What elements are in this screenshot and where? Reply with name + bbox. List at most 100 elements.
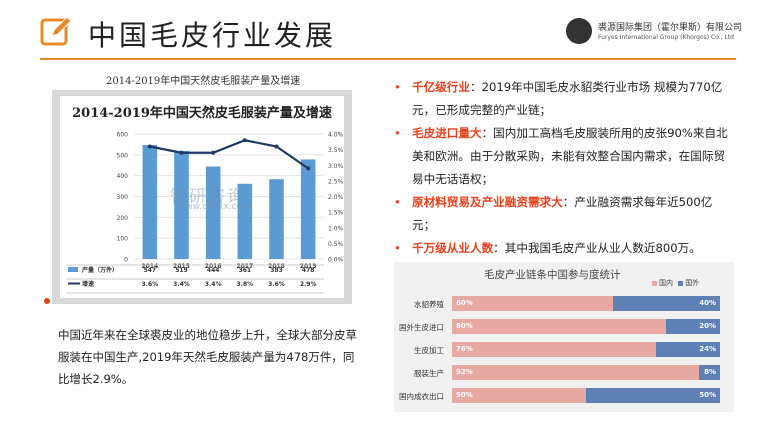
y-tick-label-left: 500 xyxy=(117,152,129,159)
bar-segment-domestic xyxy=(452,342,656,357)
growth-point xyxy=(147,144,152,149)
bar xyxy=(174,150,189,259)
bullet-key: 千亿级行业 xyxy=(412,80,470,94)
bar-label-domestic: 60% xyxy=(456,299,473,307)
panel-legend: 国内 国外 xyxy=(652,278,699,288)
bar xyxy=(205,166,221,259)
bullet-item: • 千万级从业人数：其中我国毛皮产业从业人数近800万。 xyxy=(394,237,734,260)
growth-point xyxy=(306,166,311,171)
table-cell: 444 xyxy=(207,267,220,274)
table-cell: 383 xyxy=(270,267,283,274)
table-cell: 519 xyxy=(175,267,188,274)
x-tick-label: 2014 xyxy=(141,263,158,270)
row-label: 国内成衣出口 xyxy=(399,392,444,401)
legend-domestic: 国内 xyxy=(659,279,673,287)
bullet-text: ：国内加工高档毛皮服装所用的皮张90%来自北美和欧洲。由于分散采购，未能有效整合… xyxy=(412,126,728,186)
y-tick-label-right: 1.5% xyxy=(328,210,344,217)
bar-segment-foreign xyxy=(666,319,720,334)
bar-segment-foreign xyxy=(698,365,720,380)
y-tick-label-right: 2.0% xyxy=(328,194,344,201)
table-cell: 361 xyxy=(239,267,252,274)
company-name: 裘源国际集团（霍尔果斯）有限公司 xyxy=(598,23,743,33)
bar-label-foreign: 20% xyxy=(699,322,716,330)
company-name-en: Furyes International Group (Khorgos) Co.… xyxy=(598,34,734,41)
row-label: 服装生产 xyxy=(414,369,444,378)
row-label: 国外生皮进口 xyxy=(399,323,444,332)
production-chart-frame: 2014-2019年中国天然皮毛服装产量及增速 0 100 200 300 400 500… xyxy=(52,90,352,304)
table-row-label: 增速 xyxy=(82,280,94,288)
red-marker xyxy=(44,298,50,304)
row-label: 水貂养殖 xyxy=(414,300,444,309)
table-cell: 2.9% xyxy=(300,281,317,288)
legend-swatch-domestic xyxy=(652,280,657,286)
y-tick-label-left: 400 xyxy=(117,173,129,180)
edit-icon xyxy=(40,16,72,46)
y-tick-label-left: 600 xyxy=(117,132,129,139)
bar xyxy=(237,183,253,259)
company-logo xyxy=(566,18,592,44)
page-header: 中国毛皮行业发展 裘源国际集团（霍尔果斯）有限公司 Furyes Interna… xyxy=(0,0,776,62)
y-tick-label-right: 2.5% xyxy=(328,178,344,185)
y-tick-label-right: 3.5% xyxy=(328,147,344,154)
participation-panel: 毛皮产业链条中国参与度统计 国内 国外 水貂养殖 60% 40% 国外生皮进口 80% 2… xyxy=(394,262,734,412)
production-chart-svg: 0 100 200 300 400 500 600 0.0% 0.5% 1.0% 1.5% 2.0% 2… xyxy=(66,132,344,294)
bullet-dot: • xyxy=(394,241,401,255)
stacked-bar: 76% 24% xyxy=(452,342,720,357)
bullet-dot: • xyxy=(394,126,401,140)
y-tick-label-right: 0.0% xyxy=(328,257,344,264)
bullet-text: ：其中我国毛皮产业从业人数近800万。 xyxy=(493,241,701,255)
bar-segment-domestic xyxy=(452,296,613,311)
stacked-bar: 92% 8% xyxy=(452,365,720,380)
table-cell: 3.6% xyxy=(268,281,285,288)
growth-point xyxy=(242,138,247,143)
bullet-item: • 毛皮进口量大：国内加工高档毛皮服装所用的皮张90%来自北美和欧洲。由于分散采购… xyxy=(394,122,734,191)
legend-swatch-foreign xyxy=(678,280,684,286)
growth-point xyxy=(274,144,279,149)
bar-label-domestic: 92% xyxy=(456,368,473,376)
bullet-key: 毛皮进口量大 xyxy=(412,126,482,140)
bar-segment-foreign xyxy=(586,388,720,403)
y-tick-label-right: 4.0% xyxy=(328,132,344,139)
y-tick-label-left: 200 xyxy=(117,215,129,222)
bullet-key: 原材料贸易及产业融资需求大 xyxy=(412,195,563,209)
bullet-dot: • xyxy=(394,80,401,94)
y-tick-label-right: 1.0% xyxy=(328,225,344,232)
bullet-text: ：产业融资需求每年近500亿元； xyxy=(412,195,713,232)
bullet-text: ：2019年中国毛皮水貂类行业市场 规模为770亿元，已形成完整的产业链； xyxy=(412,80,723,117)
header-divider xyxy=(40,58,736,60)
x-tick-label: 2019 xyxy=(300,263,317,270)
bullet-dot: • xyxy=(394,195,401,209)
table-cell: 547 xyxy=(144,267,157,274)
table-cell: 478 xyxy=(302,267,315,274)
stacked-bar: 60% 40% xyxy=(452,296,720,311)
bar-label-foreign: 50% xyxy=(699,391,716,399)
chart-title: 2014-2019年中国天然皮毛服装产量及增速 xyxy=(72,106,332,121)
growth-point xyxy=(211,150,216,155)
table-row-label: 产量（万件） xyxy=(82,266,118,274)
table-cell: 3.8% xyxy=(237,281,254,288)
watermark-url: www.chyxx.com xyxy=(178,202,251,212)
stacked-bar: 50% 50% xyxy=(452,388,720,403)
bar-label-domestic: 76% xyxy=(456,345,473,353)
table-cell: 3.4% xyxy=(205,281,222,288)
bar xyxy=(300,159,316,259)
x-tick-label: 2016 xyxy=(205,263,222,270)
table-cell: 3.6% xyxy=(142,281,159,288)
watermark: 智研咨询 xyxy=(170,187,246,207)
bar-segment-domestic xyxy=(452,319,667,334)
bar xyxy=(142,145,158,259)
y-tick-label-right: 0.5% xyxy=(328,241,344,248)
bar-label-domestic: 80% xyxy=(456,322,473,330)
panel-title: 毛皮产业链条中国参与度统计 xyxy=(484,269,621,281)
x-tick-label: 2018 xyxy=(268,263,285,270)
bullet-key: 千万级从业人数 xyxy=(412,241,494,255)
bullet-item: • 千亿级行业：2019年中国毛皮水貂类行业市场 规模为770亿元，已形成完整的产… xyxy=(394,76,734,122)
stacked-bar: 80% 20% xyxy=(452,319,720,334)
x-tick-label: 2017 xyxy=(236,263,253,270)
x-tick-label: 2015 xyxy=(173,263,190,270)
bullet-item: • 原材料贸易及产业融资需求大：产业融资需求每年近500亿元； xyxy=(394,191,734,237)
bar-label-foreign: 24% xyxy=(699,345,716,353)
row-label: 生皮加工 xyxy=(414,346,444,355)
bar-label-domestic: 50% xyxy=(456,391,473,399)
key-points: • 千亿级行业：2019年中国毛皮水貂类行业市场 规模为770亿元，已形成完整的产… xyxy=(394,76,734,260)
